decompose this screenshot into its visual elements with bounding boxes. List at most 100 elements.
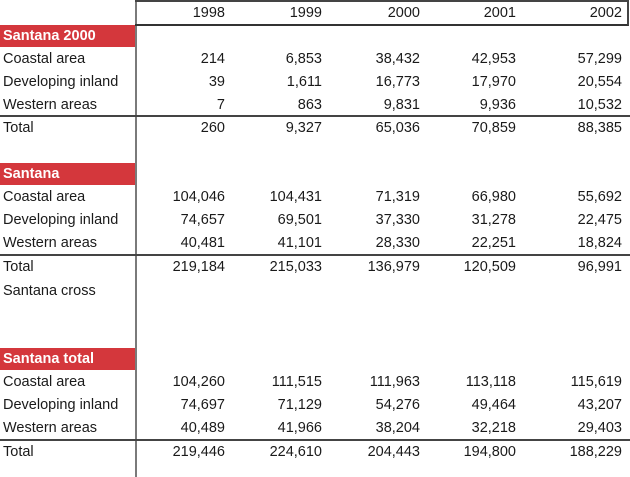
year-header-1998: 1998	[192, 5, 225, 21]
cell-1999: 6,853	[285, 51, 322, 67]
cell-2002: 29,403	[577, 420, 622, 436]
label-column-divider	[135, 0, 137, 477]
cell-2002: 188,229	[569, 444, 622, 460]
cell-1999: 69,501	[277, 212, 322, 228]
cell-1998: 219,184	[172, 259, 225, 275]
cell-1999: 41,966	[277, 420, 322, 436]
cell-2000: 28,330	[375, 235, 420, 251]
cell-1998: 39	[208, 74, 225, 90]
row-label: Developing inland	[3, 397, 119, 413]
cell-2001: 32,218	[471, 420, 516, 436]
cell-1998: 260	[200, 120, 225, 136]
cell-2002: 10,532	[577, 97, 622, 113]
row-label: Western areas	[3, 97, 98, 113]
cell-1998: 214	[200, 51, 225, 67]
cell-1999: 71,129	[277, 397, 322, 413]
cell-1998: 40,489	[180, 420, 225, 436]
cell-2001: 49,464	[471, 397, 516, 413]
cell-2002: 88,385	[577, 120, 622, 136]
total-row: Total 219,184 215,033 136,979 120,509 96…	[0, 256, 630, 279]
cell-2000: 136,979	[367, 259, 420, 275]
section-title: Santana	[3, 166, 60, 182]
year-header-row: 1998 1999 2000 2001 2002	[0, 3, 630, 26]
table-row: Coastal area 104,046 104,431 71,319 66,9…	[0, 186, 630, 209]
cell-2001: 42,953	[471, 51, 516, 67]
cell-2000: 204,443	[367, 444, 420, 460]
section-header-santana-total: Santana total	[0, 348, 135, 370]
table-row: Western areas 40,489 41,966 38,204 32,21…	[0, 417, 630, 440]
year-header-2001: 2001	[483, 5, 516, 21]
row-label: Western areas	[3, 235, 98, 251]
cell-2000: 65,036	[375, 120, 420, 136]
total-rule	[0, 254, 630, 256]
cell-2001: 17,970	[471, 74, 516, 90]
table-row: Coastal area 104,260 111,515 111,963 113…	[0, 371, 630, 394]
cell-1999: 111,515	[271, 374, 322, 390]
cell-2001: 70,859	[471, 120, 516, 136]
cell-1999: 1,611	[286, 74, 322, 90]
cell-2000: 37,330	[375, 212, 420, 228]
cell-2000: 38,204	[375, 420, 420, 436]
cell-1998: 104,046	[172, 189, 225, 205]
section-header-santana-2000: Santana 2000	[0, 25, 135, 47]
cell-2000: 16,773	[375, 74, 420, 90]
cell-2002: 43,207	[577, 397, 622, 413]
cell-1998: 40,481	[180, 235, 225, 251]
row-label: Total	[3, 259, 34, 275]
year-header-2000: 2000	[387, 5, 420, 21]
section-header-santana: Santana	[0, 163, 135, 185]
cell-1998: 7	[216, 97, 225, 113]
cell-1999: 215,033	[269, 259, 322, 275]
cell-2001: 31,278	[471, 212, 516, 228]
row-label: Developing inland	[3, 74, 119, 90]
cell-1998: 74,657	[180, 212, 225, 228]
cell-2001: 113,118	[465, 374, 516, 390]
note-row: Santana cross	[0, 280, 630, 303]
cell-2001: 66,980	[471, 189, 516, 205]
cell-2002: 57,299	[577, 51, 622, 67]
row-label: Western areas	[3, 420, 98, 436]
cell-2002: 55,692	[577, 189, 622, 205]
year-header-2002: 2002	[589, 5, 622, 21]
row-label: Developing inland	[3, 212, 119, 228]
total-rule	[0, 115, 630, 117]
table-row: Developing inland 74,697 71,129 54,276 4…	[0, 394, 630, 417]
section-title: Santana total	[3, 351, 95, 367]
cell-1998: 104,260	[172, 374, 225, 390]
cell-2000: 54,276	[375, 397, 420, 413]
cell-2000: 111,963	[369, 374, 420, 390]
total-rule	[0, 439, 630, 441]
cell-2002: 18,824	[577, 235, 622, 251]
row-label: Coastal area	[3, 374, 86, 390]
total-row: Total 219,446 224,610 204,443 194,800 18…	[0, 441, 630, 464]
cell-2000: 38,432	[375, 51, 420, 67]
row-label: Coastal area	[3, 189, 86, 205]
year-header-box	[135, 0, 629, 26]
cell-2002: 22,475	[577, 212, 622, 228]
table-row: Developing inland 74,657 69,501 37,330 3…	[0, 209, 630, 232]
table-row: Western areas 40,481 41,101 28,330 22,25…	[0, 232, 630, 255]
table-row: Developing inland 39 1,611 16,773 17,970…	[0, 71, 630, 94]
cell-1998: 219,446	[172, 444, 225, 460]
cell-2001: 22,251	[471, 235, 516, 251]
cell-1999: 224,610	[269, 444, 322, 460]
cell-2002: 115,619	[570, 374, 622, 390]
cell-1999: 9,327	[285, 120, 322, 136]
cell-2002: 20,554	[577, 74, 622, 90]
row-label: Total	[3, 120, 34, 136]
cell-2001: 194,800	[463, 444, 516, 460]
row-label: Total	[3, 444, 34, 460]
table-row: Western areas 7 863 9,831 9,936 10,532	[0, 94, 630, 117]
cell-2001: 9,936	[479, 97, 516, 113]
cell-1999: 41,101	[277, 235, 322, 251]
cell-1999: 863	[297, 97, 322, 113]
table-row: Coastal area 214 6,853 38,432 42,953 57,…	[0, 48, 630, 71]
cell-1999: 104,431	[269, 189, 322, 205]
year-header-1999: 1999	[289, 5, 322, 21]
cell-2000: 71,319	[375, 189, 420, 205]
cell-2001: 120,509	[463, 259, 516, 275]
section-note: Santana cross	[3, 283, 96, 299]
section-title: Santana 2000	[3, 28, 96, 44]
cell-1998: 74,697	[180, 397, 225, 413]
cell-2000: 9,831	[383, 97, 420, 113]
